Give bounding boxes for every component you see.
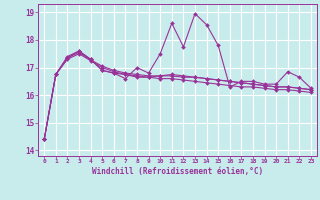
X-axis label: Windchill (Refroidissement éolien,°C): Windchill (Refroidissement éolien,°C) [92, 167, 263, 176]
